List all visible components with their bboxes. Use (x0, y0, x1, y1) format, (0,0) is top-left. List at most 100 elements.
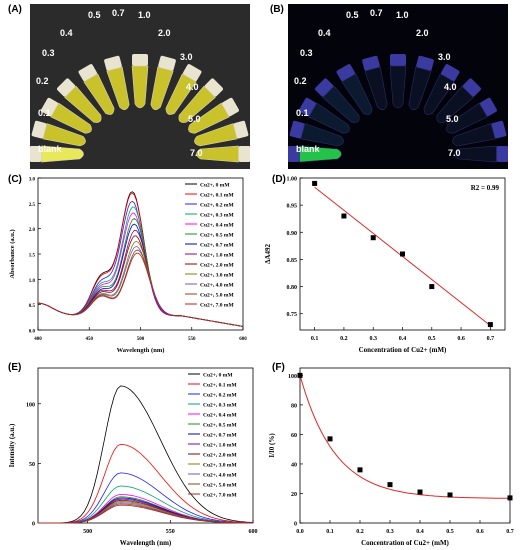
vial-label: 0.3 (42, 48, 55, 58)
y-tick-label: 0.80 (287, 285, 298, 291)
fluorescence-series-line (38, 443, 254, 524)
legend-entry: Cu2+, 7.0 mM (203, 493, 237, 499)
y-tick-label: 0 (294, 522, 297, 528)
data-point (417, 489, 423, 495)
legend-entry: Cu2+, 4.0 mM (200, 283, 234, 289)
vial-label: 5.0 (188, 114, 201, 124)
legend-entry: Cu2+, 0.5 mM (203, 423, 237, 429)
vial-cap (30, 146, 42, 162)
vial-body (300, 123, 344, 147)
vial-label: blank (38, 144, 63, 154)
x-tick-label: 0.2 (340, 336, 348, 342)
vial-label: 5.0 (446, 114, 459, 124)
vial-cap (315, 78, 334, 97)
y-tick-label: 60 (291, 433, 297, 439)
vial-label: 3.0 (180, 52, 193, 62)
vial-body (299, 145, 342, 163)
y-tick-label: 3.0 (29, 178, 36, 183)
y-axis-label: Intensity (a.u.) (8, 423, 16, 467)
vial-body (408, 66, 432, 110)
y-tick-label: 0.85 (287, 258, 298, 264)
vial-label: 7.0 (448, 148, 461, 158)
y-tick-label: 20 (291, 492, 297, 498)
vial-label: 2.0 (158, 28, 171, 38)
vial-body (423, 73, 455, 115)
vial (165, 64, 202, 115)
vial-label: 3.0 (438, 52, 451, 62)
vial-cap (238, 146, 250, 162)
vial-body (436, 85, 474, 123)
vial-label: 2.0 (416, 28, 429, 38)
chart-absorbance: 400 450 500 550 600 0.0 0.5 1.0 1.5 2.0 2.5 3.0 Wave… (9, 178, 247, 355)
vial-cap (233, 120, 249, 139)
y-tick-label: 1.0 (29, 279, 36, 284)
vial-body (165, 73, 197, 115)
legend-entry: Cu2+, 7.0 mM (200, 303, 234, 309)
y-tick-label: 1.5 (29, 254, 36, 259)
data-point (312, 180, 318, 186)
vial-body (452, 123, 496, 147)
vial (30, 145, 84, 163)
legend-entry: Cu2+, 0 mM (203, 373, 233, 379)
vial-body (64, 85, 102, 123)
x-tick-label: 0.5 (428, 336, 436, 342)
x-tick-label: 600 (239, 337, 247, 342)
legend-entry: Cu2+, 0.7 mM (200, 243, 234, 249)
vial-label: 7.0 (190, 148, 203, 158)
legend-entry: Cu2+, 5.0 mM (203, 483, 237, 489)
vial (289, 120, 344, 147)
vial-label: 0.2 (36, 76, 49, 86)
vial (408, 55, 434, 110)
vial-label: 0.1 (296, 108, 309, 118)
vial (423, 64, 460, 115)
y-tick-label: 40 (291, 462, 297, 468)
y-tick-label: 2.0 (29, 228, 36, 233)
x-tick-label: 600 (249, 529, 258, 535)
panel-label-e: (E) (8, 362, 22, 373)
vial-body (196, 145, 239, 163)
vial-body (83, 73, 115, 115)
absorbance-series-line (37, 252, 244, 327)
vial (41, 97, 92, 134)
x-tick-label: 0.1 (311, 336, 319, 342)
vial-body (446, 102, 488, 134)
vial (196, 145, 250, 163)
x-tick-label: 400 (34, 337, 42, 342)
x-axis-label: Concentration of Cu2+ (mM) (361, 539, 449, 547)
vial (178, 78, 223, 123)
y-tick-label: 0.0 (29, 330, 36, 335)
vial-body (364, 66, 388, 110)
legend-entry: Cu2+, 0.3 mM (200, 213, 234, 219)
axes: 500 550 600 0 50 100 Wavelength (nm) Intensity … (8, 367, 258, 547)
vial (362, 55, 388, 110)
vial-cap (390, 54, 406, 66)
vial-cap (416, 55, 434, 71)
data-point (447, 492, 453, 498)
photo-a-drawing: 0.5 0.7 1.0 0.4 2.0 0.3 3.0 0.2 4.0 0.1 5.0 blank 7.… (30, 8, 250, 163)
y-tick-label: 1.00 (287, 177, 298, 183)
y-tick-label: 80 (291, 403, 297, 409)
x-tick-label: 550 (188, 337, 196, 342)
vial-label: blank (296, 144, 321, 154)
vial (194, 120, 249, 147)
y-axis-label: ΔA492 (264, 244, 272, 264)
vial (454, 145, 508, 163)
vial-body (131, 65, 149, 109)
x-tick-label: 0.7 (487, 336, 495, 342)
panel-label-c: (C) (8, 174, 22, 185)
data-point (507, 495, 513, 501)
x-tick-label: 450 (86, 337, 94, 342)
x-tick-label: 0.7 (506, 529, 514, 535)
data-point (429, 284, 435, 290)
x-tick-label: 0.3 (386, 529, 394, 535)
photo-b-drawing: 0.5 0.7 1.0 0.4 2.0 0.3 3.0 0.2 4.0 0.1 5.0 blank 7.… (288, 8, 508, 163)
fluorescence-series-line (38, 504, 253, 524)
vial-cap (204, 78, 223, 97)
x-axis-label: Wavelength (nm) (120, 539, 172, 547)
x-tick-label: 0.6 (476, 529, 484, 535)
vial (446, 97, 497, 134)
vial-body (41, 145, 84, 163)
panel-label-d: (D) (272, 174, 286, 185)
x-tick-label: 550 (166, 529, 175, 535)
vial-label: 4.0 (186, 82, 199, 92)
